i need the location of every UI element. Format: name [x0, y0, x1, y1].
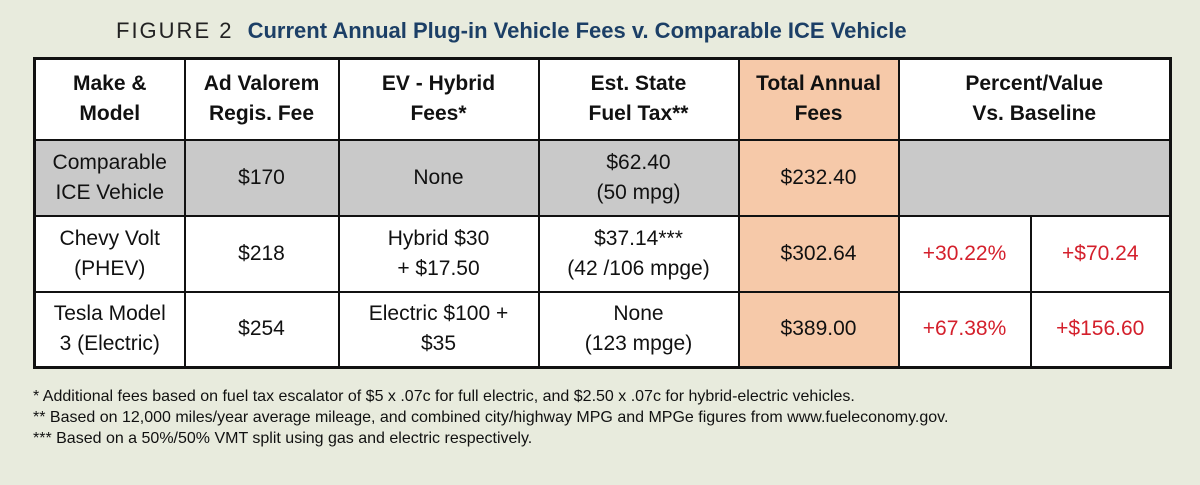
footnote-2: ** Based on 12,000 miles/year average mi…	[33, 409, 949, 426]
figure-label: FIGURE 2	[116, 18, 234, 43]
figure-caption: Current Annual Plug-in Vehicle Fees v. C…	[247, 18, 907, 43]
cell-model: Tesla Model 3 (Electric)	[33, 290, 186, 369]
cell-ev-fees: None	[337, 138, 540, 217]
cell-ad-valorem: $254	[183, 290, 340, 369]
table-header-row: Make & Model Ad Valorem Regis. Fee EV - Hy…	[33, 57, 1172, 141]
cell-total: $389.00	[737, 290, 900, 369]
cell-ad-valorem: $218	[183, 214, 340, 293]
header-fuel-tax: Est. State Fuel Tax**	[537, 57, 740, 141]
header-ad-valorem: Ad Valorem Regis. Fee	[183, 57, 340, 141]
cell-total: $232.40	[737, 138, 900, 217]
cell-fuel-tax: $62.40 (50 mpg)	[537, 138, 740, 217]
table-row: Comparable ICE Vehicle $170 None $62.40 (5…	[33, 138, 1172, 217]
cell-total: $302.64	[737, 214, 900, 293]
cell-value: +$156.60	[1029, 290, 1172, 369]
header-make-model: Make & Model	[33, 57, 186, 141]
table-row: Tesla Model 3 (Electric) $254 Electric $1…	[33, 290, 1172, 369]
cell-ev-fees: Hybrid $30 + $17.50	[337, 214, 540, 293]
header-total-fees: Total Annual Fees	[737, 57, 900, 141]
cell-percent: +30.22%	[897, 214, 1032, 293]
cell-ad-valorem: $170	[183, 138, 340, 217]
fees-table: Make & Model Ad Valorem Regis. Fee EV - Hy…	[33, 57, 1172, 369]
cell-model: Chevy Volt (PHEV)	[33, 214, 186, 293]
cell-baseline-empty	[897, 138, 1172, 217]
header-ev-hybrid-fees: EV - Hybrid Fees*	[337, 57, 540, 141]
figure-title: FIGURE 2 Current Annual Plug-in Vehicle …	[116, 18, 907, 44]
table-row: Chevy Volt (PHEV) $218 Hybrid $30 + $17.50…	[33, 214, 1172, 293]
cell-fuel-tax: $37.14*** (42 /106 mpge)	[537, 214, 740, 293]
cell-value: +$70.24	[1029, 214, 1172, 293]
footnote-3: *** Based on a 50%/50% VMT split using g…	[33, 430, 533, 447]
cell-percent: +67.38%	[897, 290, 1032, 369]
cell-ev-fees: Electric $100 + $35	[337, 290, 540, 369]
header-percent-value: Percent/Value Vs. Baseline	[897, 57, 1172, 141]
footnotes: * Additional fees based on fuel tax esca…	[33, 386, 948, 449]
cell-model: Comparable ICE Vehicle	[33, 138, 186, 217]
footnote-1: * Additional fees based on fuel tax esca…	[33, 388, 855, 405]
cell-fuel-tax: None (123 mpge)	[537, 290, 740, 369]
